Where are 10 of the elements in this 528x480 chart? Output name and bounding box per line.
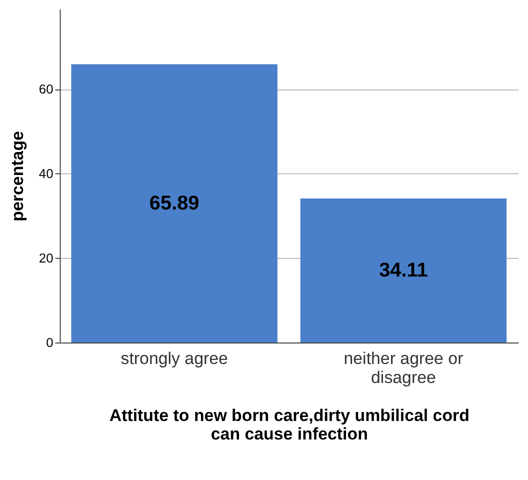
y-axis-title: percentage — [8, 131, 27, 222]
data-label: 65.89 — [149, 192, 200, 214]
x-axis-title: Attitute to new born care,dirty umbilical cord can cause infection — [109, 406, 470, 444]
x-tick-label: strongly agree — [120, 348, 228, 368]
y-tick-label: 60 — [38, 82, 54, 97]
y-tick-label: 0 — [46, 335, 54, 350]
y-tick-label: 40 — [38, 166, 54, 182]
data-label: 34.11 — [379, 259, 428, 282]
y-tick-label: 20 — [38, 250, 54, 266]
x-tick-label: neither agree or disagree — [344, 348, 464, 387]
